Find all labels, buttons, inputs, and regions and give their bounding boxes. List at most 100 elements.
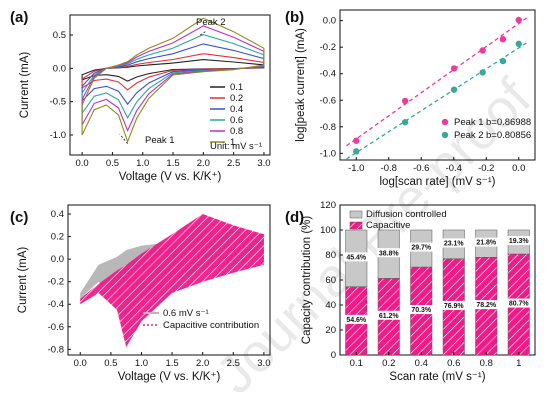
plot-frame	[67, 204, 271, 356]
legend-label: Peak 2	[454, 130, 484, 141]
y-tick-label: -1.0	[50, 130, 66, 141]
panel-a: (a)0.0 0.5 1.0 1.5 2.0 2.5 3.0-1.0-0.50.00.5Vo…	[10, 9, 271, 183]
y-tick-label: -0.6	[320, 95, 336, 106]
plot-frame	[69, 14, 271, 156]
x-tick-label: 3.0	[257, 358, 270, 369]
bar-label-bg	[506, 298, 531, 308]
y-tick-label: -0.6	[48, 322, 64, 333]
y-tick-label: 120	[320, 200, 336, 211]
x-tick-label: 0.5	[106, 158, 119, 169]
bar-label-diffusion: 38.8%	[379, 250, 400, 257]
bar-label-diffusion: 19.3%	[509, 238, 530, 245]
data-point	[353, 137, 360, 144]
y-tick-label: 0.5	[53, 30, 66, 41]
panel-label: (d)	[285, 209, 304, 226]
panel-d: (d) 0 20 40 60 80 100 120 Scan rate (mV s⁻¹) Capa…	[285, 200, 536, 383]
legend-label: Peak 1	[454, 117, 484, 128]
x-axis-label: Voltage (V vs. K/K⁺)	[118, 371, 221, 383]
legend-marker	[441, 118, 449, 126]
annotation-peak-2: Peak 2	[196, 17, 226, 28]
bar-label-diffusion: 23.1%	[444, 240, 465, 247]
y-tick-label: -0.5	[50, 97, 66, 108]
x-tick-label: -0.6	[413, 163, 429, 174]
data-point	[401, 118, 409, 126]
y-tick-label: -0.2	[320, 42, 336, 53]
bar-label-capacitive: 76.9%	[444, 303, 465, 310]
legend-title: Unit: mV s⁻¹	[210, 141, 262, 152]
y-tick-label: -0.4	[48, 299, 64, 310]
bar-label-capacitive: 54.6%	[346, 317, 367, 324]
bar-label-bg	[344, 314, 369, 324]
legend-label: 0.2	[230, 93, 243, 104]
legend-marker	[441, 131, 449, 139]
x-tick-label: 2.5	[227, 158, 240, 169]
bar-label-bg	[344, 252, 369, 262]
y-tick-label: 20	[325, 325, 336, 336]
legend-label: 0.1	[230, 82, 243, 93]
y-tick-label: 0	[331, 350, 336, 361]
y-tick-label: -1.0	[320, 148, 336, 159]
y-tick-label: 0.0	[51, 254, 64, 265]
legend-note: b=0.86988	[486, 117, 531, 128]
y-tick-label: 80	[325, 250, 336, 261]
x-tick-label: 0.0	[512, 163, 525, 174]
bar-label-bg	[506, 236, 531, 246]
x-tick-label: 0.2	[382, 358, 395, 369]
data-point	[499, 36, 507, 43]
cv-curve-1	[81, 17, 265, 144]
legend-label: 0.8	[230, 126, 243, 137]
bar-label-capacitive: 80.7%	[509, 301, 530, 308]
panel-c: (c) 0.0 0.5 1.0 1.5 2.0 2.5 3.0 -0.8 -0.6 -0.4 -0.2…	[10, 204, 271, 383]
legend-label: Capacitive contribution	[163, 320, 259, 331]
legend-label: 0.4	[230, 104, 243, 115]
bar-label-capacitive: 78.2%	[476, 302, 497, 309]
bar-label-diffusion: 45.4%	[346, 254, 367, 261]
y-tick-label: 100	[320, 225, 336, 236]
y-tick-label: -0.2	[48, 277, 64, 288]
y-tick-label: -0.8	[320, 122, 336, 133]
data-point	[353, 148, 360, 155]
data-point	[450, 86, 458, 93]
y-tick-label: 0.2	[51, 232, 64, 243]
y-tick-label: -0.8	[48, 344, 64, 355]
bar-label-bg	[409, 305, 434, 315]
data-point	[479, 47, 486, 54]
x-tick-label: -0.8	[381, 163, 397, 174]
legend-note: b=0.80856	[486, 130, 531, 141]
x-tick-label: 1	[516, 358, 521, 369]
panel-label: (b)	[285, 9, 304, 26]
legend-label: Diffusion controlled	[366, 209, 447, 220]
x-tick-label: 0.8	[480, 358, 493, 369]
bar-label-bg	[441, 300, 466, 310]
bar-label-bg	[474, 237, 499, 247]
bar-label-diffusion: 29.7%	[411, 245, 432, 252]
plot-frame	[339, 9, 536, 161]
panel-label: (a)	[10, 9, 28, 26]
bar-label-bg	[376, 248, 401, 258]
x-tick-label: 1.0	[136, 158, 149, 169]
fit-line-0	[346, 16, 529, 147]
x-axis-label: log[scan rate] (mV s⁻¹)	[380, 176, 496, 188]
x-tick-label: -0.4	[446, 163, 462, 174]
x-axis-label: Voltage (V vs. K/K⁺)	[119, 171, 222, 183]
y-tick-label: 60	[325, 275, 336, 286]
legend-label: 1	[230, 137, 235, 148]
y-axis-label: Capacity contribution (%)	[301, 216, 313, 345]
y-tick-label: 40	[325, 300, 336, 311]
x-tick-label: 0.0	[74, 358, 87, 369]
x-tick-label: -0.2	[478, 163, 494, 174]
bar-label-bg	[376, 310, 401, 320]
x-tick-label: 0.5	[104, 358, 117, 369]
legend-swatch	[349, 221, 363, 230]
legend-label: 0.6	[230, 115, 243, 126]
x-axis-label: Scan rate (mV s⁻¹)	[389, 371, 485, 383]
peak-2-arrow	[200, 30, 207, 36]
data-point	[499, 57, 507, 65]
x-tick-label: 2.0	[197, 158, 210, 169]
data-point	[515, 16, 522, 24]
x-tick-label: 0.4	[415, 358, 428, 369]
panel-label: (c)	[10, 209, 28, 226]
x-tick-label: -1.0	[348, 163, 364, 174]
bar-label-bg	[409, 242, 434, 252]
